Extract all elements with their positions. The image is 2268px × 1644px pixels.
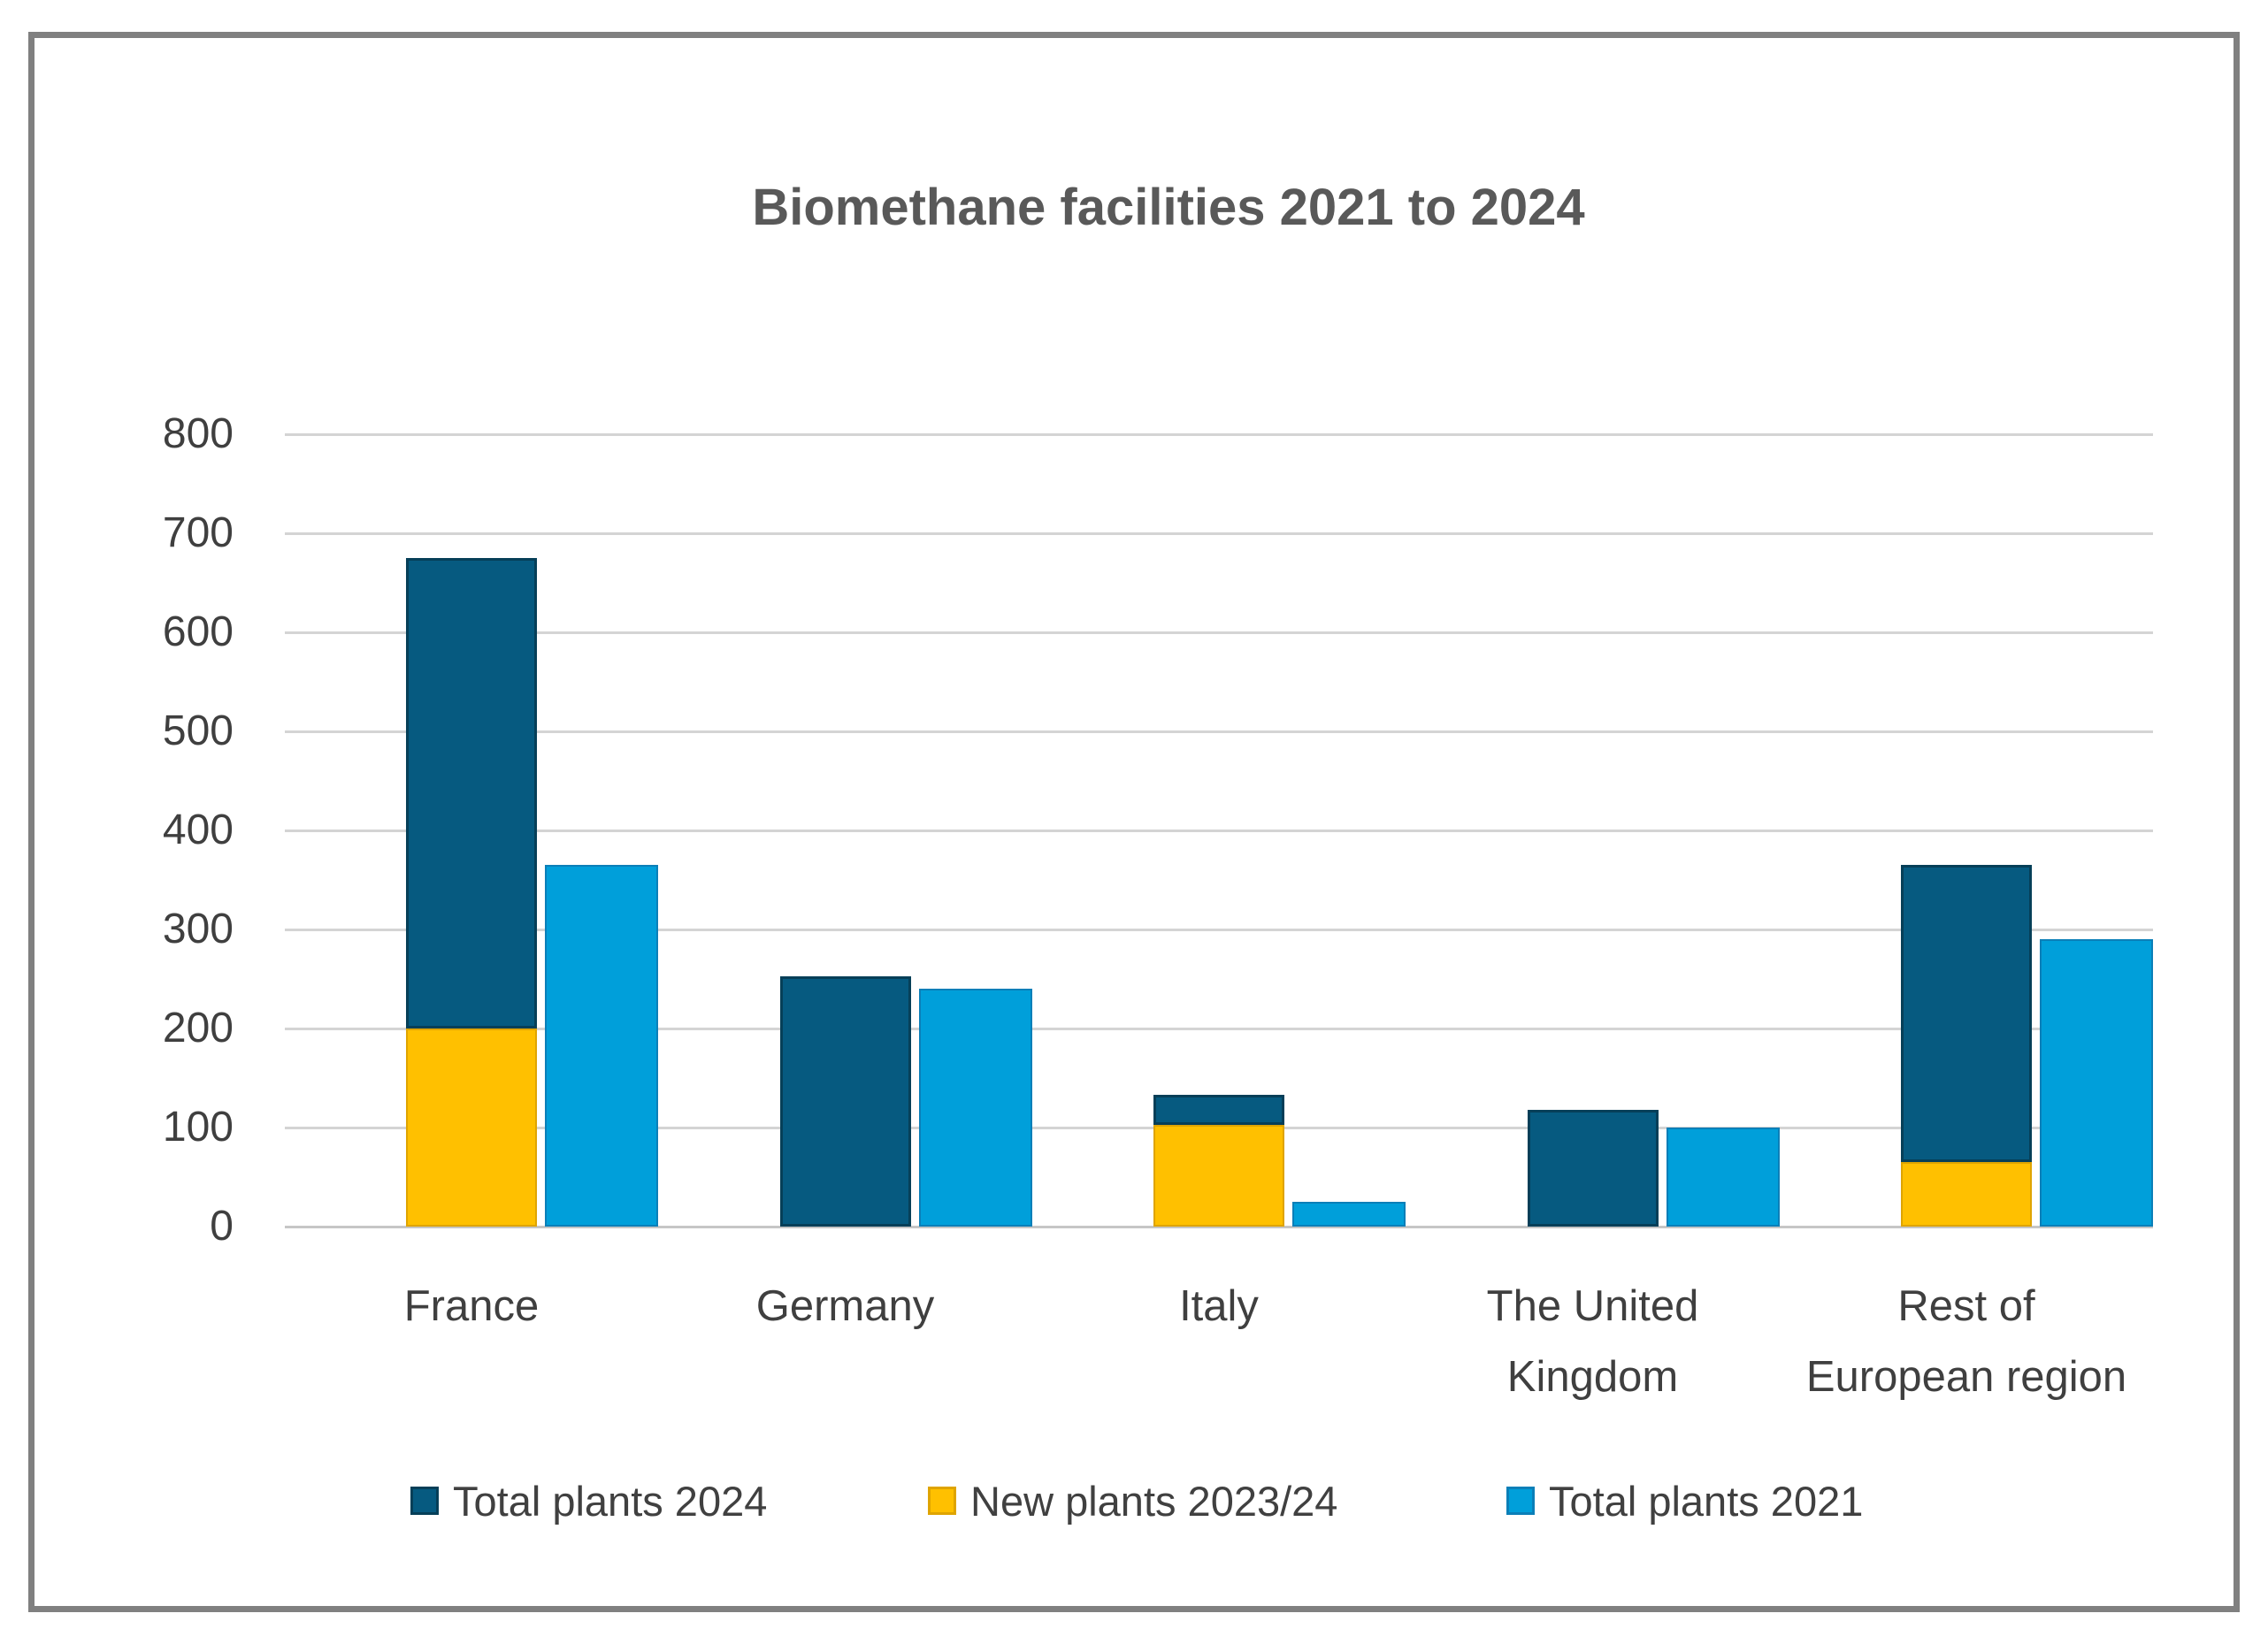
bar-italy-total-plants-2024: [1153, 1095, 1284, 1125]
x-label-the-united-kingdom: The United Kingdom: [1398, 1271, 1788, 1412]
legend-item-new-plants-2023-24: New plants 2023/24: [928, 1478, 1337, 1525]
bar-germany-total-plants-2021: [918, 989, 1032, 1227]
y-tick-label-200: 200: [162, 1005, 234, 1051]
bar-the-united-kingdom-total-plants-2024: [1527, 1109, 1659, 1227]
bar-france-total-plants-2024: [406, 558, 537, 1028]
legend-item-total-plants-2021: Total plants 2021: [1506, 1478, 1863, 1525]
chart-title: Biomethane facilities 2021 to 2024: [752, 179, 1585, 236]
y-tick-label-600: 600: [162, 608, 234, 655]
chart-frame: Biomethane facilities 2021 to 2024 0 100 2…: [28, 32, 2240, 1612]
gridline-200: [285, 1028, 2153, 1030]
x-label-line: Kingdom: [1506, 1353, 1679, 1401]
bar-france-total-plants-2021: [545, 865, 658, 1227]
gridline-500: [285, 730, 2153, 733]
legend-swatch-total-plants-2024: [410, 1487, 439, 1515]
x-label-france: France: [277, 1271, 666, 1342]
gridline-800: [285, 433, 2153, 436]
y-tick-label-0: 0: [210, 1203, 234, 1250]
x-label-line: France: [403, 1282, 540, 1330]
x-label-line: Germany: [755, 1282, 935, 1330]
y-tick-label-300: 300: [162, 906, 234, 952]
gridline-0: [285, 1226, 2153, 1228]
bar-rest-of-european-region-new-plants-2023-24: [1901, 1162, 2032, 1227]
gridline-400: [285, 830, 2153, 832]
legend-item-total-plants-2024: Total plants 2024: [410, 1478, 767, 1525]
y-tick-label-500: 500: [162, 707, 234, 754]
bar-the-united-kingdom-total-plants-2021: [1666, 1128, 1780, 1227]
x-label-line: Rest of: [1897, 1282, 2035, 1330]
bar-rest-of-european-region-total-plants-2021: [2040, 939, 2153, 1227]
x-label-line: Italy: [1179, 1282, 1259, 1330]
x-label-line: The United: [1486, 1282, 1699, 1330]
legend-label-new-plants-2023-24: New plants 2023/24: [970, 1477, 1338, 1525]
x-label-italy: Italy: [1024, 1271, 1414, 1342]
bar-germany-total-plants-2024: [779, 975, 911, 1227]
gridline-300: [285, 929, 2153, 931]
legend-swatch-total-plants-2021: [1506, 1487, 1535, 1515]
y-tick-label-700: 700: [162, 509, 234, 556]
bar-italy-total-plants-2021: [1292, 1202, 1406, 1227]
x-label-germany: Germany: [651, 1271, 1040, 1342]
legend-swatch-new-plants-2023-24: [928, 1487, 956, 1515]
bar-france-new-plants-2023-24: [406, 1028, 537, 1227]
y-tick-label-800: 800: [162, 410, 234, 457]
bar-rest-of-european-region-total-plants-2024: [1901, 865, 2032, 1163]
gridline-600: [285, 631, 2153, 634]
y-tick-label-100: 100: [162, 1104, 234, 1151]
x-label-line: European region: [1805, 1353, 2127, 1401]
gridline-700: [285, 532, 2153, 535]
legend-label-total-plants-2024: Total plants 2024: [453, 1477, 768, 1525]
x-label-rest-of-european-region: Rest of European region: [1772, 1271, 2161, 1412]
legend-label-total-plants-2021: Total plants 2021: [1549, 1477, 1864, 1525]
bar-italy-new-plants-2023-24: [1153, 1124, 1284, 1227]
y-tick-label-400: 400: [162, 807, 234, 853]
